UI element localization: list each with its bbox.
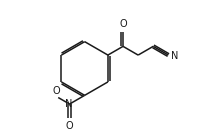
Text: O: O bbox=[119, 19, 127, 29]
Text: N: N bbox=[64, 99, 72, 109]
Text: N: N bbox=[171, 51, 179, 61]
Text: O: O bbox=[52, 85, 60, 95]
Text: O: O bbox=[66, 121, 73, 131]
